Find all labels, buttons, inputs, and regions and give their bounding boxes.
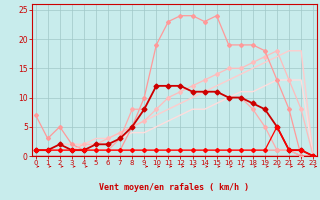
X-axis label: Vent moyen/en rafales ( km/h ): Vent moyen/en rafales ( km/h ): [100, 183, 249, 192]
